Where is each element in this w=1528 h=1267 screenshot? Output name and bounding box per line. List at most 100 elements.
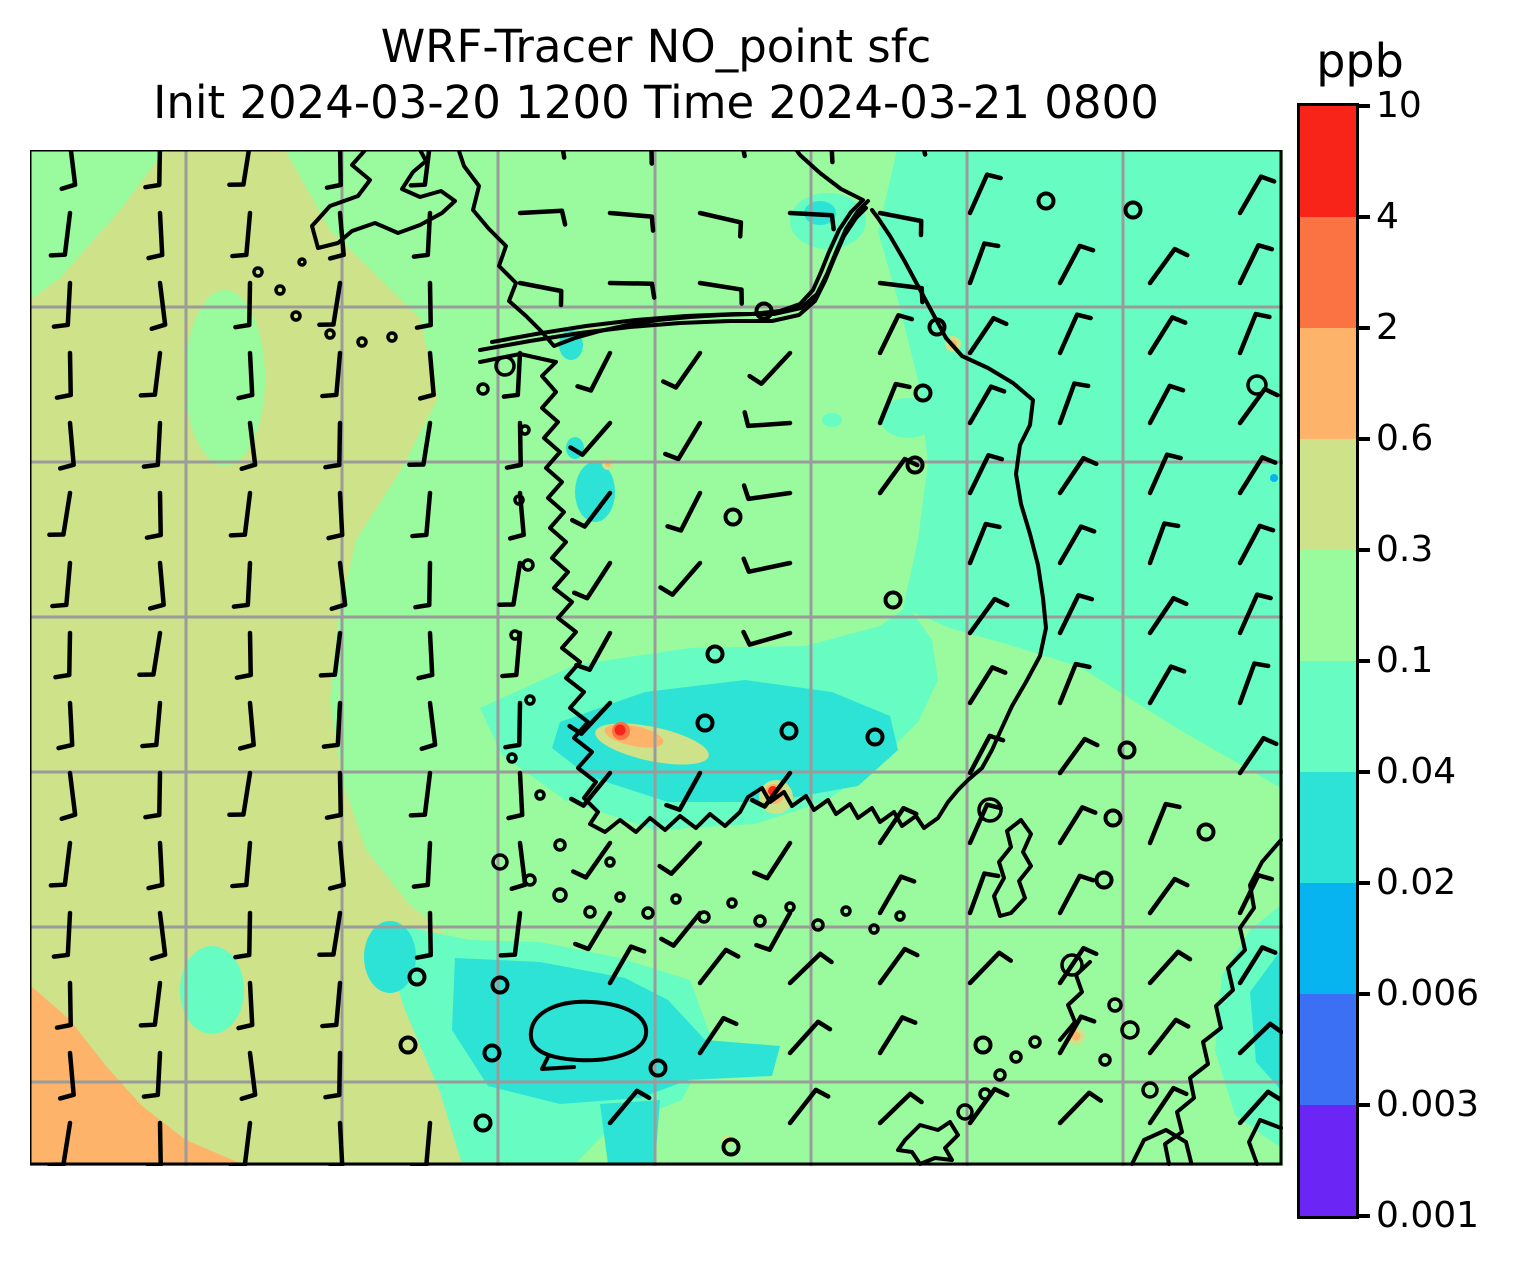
wind-barb <box>1057 524 1097 566</box>
wind-barb <box>414 280 433 330</box>
wind-barb <box>659 910 703 948</box>
wind-barb <box>54 350 73 400</box>
colorbar <box>1297 103 1359 1219</box>
coastline-layer <box>310 150 1283 1166</box>
wind-barb <box>1057 455 1099 496</box>
wind-barb <box>509 840 528 892</box>
wind-barb <box>607 1088 652 1126</box>
wind-barb <box>697 210 744 239</box>
colorbar-tick-label: 0.003 <box>1376 1084 1480 1125</box>
wind-barb <box>1147 595 1189 636</box>
wind-barb <box>50 560 73 609</box>
wind-barb <box>1237 1089 1283 1126</box>
wind-barb <box>967 172 1003 216</box>
wind-barb <box>1057 243 1096 286</box>
wind-barb <box>138 350 163 398</box>
wind-barb <box>1147 452 1183 496</box>
wind-barb <box>1237 523 1276 566</box>
wind-barb <box>967 802 1003 846</box>
wind-barb <box>877 381 912 426</box>
colorbar-tick-mark <box>1356 659 1370 663</box>
wind-barb <box>1057 945 1099 986</box>
wind-barb <box>236 980 255 1031</box>
wind-barb <box>1237 386 1280 426</box>
wind-barb <box>967 665 1008 706</box>
colorbar-tick-label: 0.1 <box>1376 640 1434 681</box>
calm-wind-circle <box>913 383 933 403</box>
wind-barb <box>54 980 73 1030</box>
wind-barb <box>498 910 523 958</box>
wind-barb <box>320 350 343 399</box>
colorbar-segment <box>1300 439 1356 550</box>
wind-barb <box>233 280 253 330</box>
wind-barb <box>517 208 568 227</box>
wind-barb <box>141 1050 163 1099</box>
wind-barb <box>228 490 253 538</box>
calm-wind-circle <box>721 1137 741 1157</box>
calm-wind-circle <box>973 1035 993 1055</box>
wind-barb <box>411 840 433 889</box>
wind-barb <box>574 630 613 672</box>
colorbar-tick-mark <box>1356 437 1370 441</box>
colorbar-segment <box>1300 883 1356 994</box>
wind-barb <box>317 910 343 957</box>
wind-barb <box>237 700 256 751</box>
wind-barb <box>1237 243 1275 286</box>
wind-barb <box>639 150 654 166</box>
wind-barb <box>660 350 703 390</box>
colorbar-unit-label: ppb <box>1316 34 1404 88</box>
wind-barb <box>57 1050 76 1101</box>
wind-barb <box>1237 661 1271 706</box>
wind-barb <box>47 490 73 537</box>
wind-barb <box>1147 521 1181 566</box>
wind-barb <box>1147 801 1182 846</box>
wind-barb <box>571 560 613 601</box>
wind-barb <box>967 384 1007 426</box>
calm-wind-circle <box>1117 740 1137 760</box>
wind-barb <box>138 980 163 1028</box>
wind-barb <box>53 630 73 680</box>
wind-barb <box>137 630 163 677</box>
wind-barb <box>1057 1090 1104 1126</box>
calm-wind-circle <box>398 1035 418 1055</box>
wind-barb <box>1057 736 1100 776</box>
wind-barb <box>59 150 78 192</box>
wind-barb <box>227 770 253 817</box>
colorbar-tick-mark <box>1356 326 1370 330</box>
wind-barb <box>48 840 73 888</box>
colorbar-segment <box>1300 994 1356 1105</box>
wind-barb <box>741 629 793 647</box>
wind-barb <box>318 630 343 678</box>
wind-barb <box>408 150 432 188</box>
wind-barb <box>575 350 613 393</box>
wind-barb <box>507 490 526 541</box>
wind-barb <box>1147 664 1187 706</box>
colorbar-tick-label: 4 <box>1376 196 1399 237</box>
calm-wind-circle <box>883 590 903 610</box>
wind-barb <box>419 700 438 752</box>
wind-barb <box>411 210 433 259</box>
colorbar-tick-mark <box>1356 992 1370 996</box>
colorbar-tick-mark <box>1356 215 1370 219</box>
colorbar-segment <box>1300 772 1356 883</box>
colorbar-tick-label: 10 <box>1376 85 1422 126</box>
calm-wind-circle <box>482 1043 502 1063</box>
wind-barb <box>408 770 433 818</box>
wind-barb <box>569 770 613 808</box>
colorbar-tick-label: 0.006 <box>1376 973 1480 1014</box>
wind-barb <box>417 350 436 401</box>
wind-barb <box>607 210 656 233</box>
calm-wind-circle <box>723 507 743 527</box>
wind-barb <box>1237 945 1278 986</box>
wind-barb <box>877 1091 924 1126</box>
wind-barb <box>59 770 78 822</box>
wind-barb <box>787 210 836 232</box>
wind-barb <box>1057 312 1093 356</box>
wind-barb <box>239 1050 258 1102</box>
wind-barb <box>146 210 165 261</box>
colorbar-tick-mark <box>1356 1214 1370 1218</box>
calm-wind-circle <box>779 721 799 741</box>
wind-barb <box>787 1087 831 1126</box>
wind-barb <box>323 420 343 470</box>
wind-barb <box>1237 592 1273 636</box>
